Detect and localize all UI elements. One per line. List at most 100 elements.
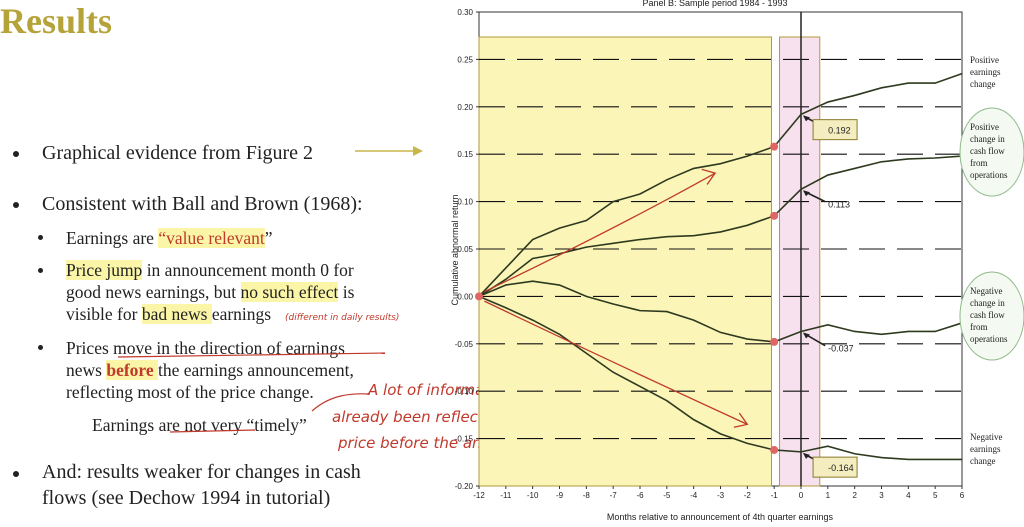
- announcement-window: [779, 36, 821, 487]
- annotation-label: -0.164: [828, 463, 854, 473]
- data-point: [800, 188, 802, 190]
- data-point: [746, 338, 748, 340]
- annotation-arrowhead: [803, 332, 810, 339]
- data-point: [639, 310, 641, 312]
- text-line: Prices move in the direction of earnings: [66, 338, 345, 358]
- x-tick-label: -11: [500, 491, 512, 500]
- ink-arrow-down: [484, 300, 748, 425]
- data-point: [854, 94, 856, 97]
- x-tick-label: -10: [527, 491, 539, 500]
- data-point: [934, 330, 936, 333]
- legend-label-line: cash flow: [970, 310, 1005, 320]
- ink-arrowhead-down: [733, 412, 749, 428]
- text-span: ”: [264, 228, 273, 248]
- x-tick-label: 0: [799, 491, 804, 500]
- highlight-point: [770, 445, 779, 454]
- x-tick-label: -1: [771, 491, 779, 500]
- legend-label-line: change in: [970, 298, 1005, 308]
- bullet-consistent: Consistent with Ball and Brown (1968):: [42, 193, 363, 215]
- data-point: [800, 451, 802, 453]
- x-tick-label: 3: [879, 491, 884, 500]
- annotation-label: 0.113: [828, 200, 850, 210]
- data-point: [800, 330, 802, 333]
- x-tick-label: -6: [636, 491, 644, 500]
- data-point: [558, 253, 561, 255]
- text-line: reflecting most of the price change.: [66, 382, 314, 402]
- data-point: [666, 179, 668, 181]
- data-point: [961, 458, 963, 461]
- annotation-box: [812, 119, 858, 141]
- x-tick-label: -8: [583, 491, 591, 500]
- data-point: [719, 231, 722, 233]
- data-point: [558, 227, 561, 229]
- y-tick-label: -0.05: [455, 340, 474, 349]
- legend-label-line: change in: [970, 134, 1005, 144]
- data-point: [612, 303, 614, 305]
- data-point: [693, 419, 695, 421]
- data-point: [880, 161, 883, 163]
- text-span: good news earnings, but: [66, 282, 241, 302]
- legend-label-line: earnings: [970, 67, 1001, 77]
- x-tick-label: 1: [826, 491, 831, 500]
- data-point: [746, 442, 748, 444]
- data-point: [907, 458, 909, 461]
- legend-label-line: change: [970, 456, 995, 466]
- y-tick-label: 0.25: [457, 55, 473, 64]
- data-point: [532, 319, 534, 321]
- x-tick-label: -3: [717, 491, 725, 500]
- legend-label-line: operations: [970, 170, 1008, 180]
- x-axis-label: Months relative to announcement of 4th q…: [607, 512, 834, 522]
- data-point: [961, 73, 963, 75]
- sub-bullet-dot: [38, 235, 43, 240]
- highlight-no-such-effect: no such effect: [240, 282, 339, 302]
- x-tick-label: -5: [663, 491, 671, 500]
- legend-label-line: cash flow: [970, 146, 1005, 156]
- data-point: [880, 87, 883, 89]
- bullet-dot: [13, 151, 19, 157]
- text-span: is: [338, 282, 355, 302]
- annotation-arrowhead: [803, 190, 810, 197]
- sub-bullet-value-relevant: Earnings are “value relevant”: [66, 227, 273, 249]
- text-line: flows (see Dechow 1994 in tutorial): [42, 487, 331, 509]
- data-point: [719, 331, 722, 334]
- highlight-point: [770, 142, 779, 151]
- x-tick-label: 2: [852, 491, 857, 500]
- legend-label-line: from: [970, 158, 988, 168]
- data-point: [558, 284, 561, 286]
- annotation-label: 0.192: [828, 126, 851, 136]
- data-point: [693, 235, 695, 237]
- x-tick-label: -2: [744, 491, 752, 500]
- annotation-arrowhead: [803, 452, 810, 459]
- text-span: the earnings announcement,: [158, 360, 354, 380]
- y-tick-label: 0.00: [457, 292, 473, 301]
- legend-label-line: Negative: [970, 432, 1002, 442]
- bullet-cash-flows: And: results weaker for changes in cash …: [42, 459, 361, 511]
- data-point: [585, 295, 587, 297]
- legend-label-line: Positive: [970, 55, 999, 65]
- data-point: [719, 433, 722, 435]
- data-point: [693, 167, 695, 170]
- data-point: [907, 82, 909, 84]
- legend-label-line: Positive: [970, 122, 999, 132]
- y-axis-label: Cumulative abnormal return: [450, 194, 460, 305]
- y-tick-label: 0.10: [457, 198, 473, 207]
- data-point: [532, 257, 534, 260]
- text-span: earnings: [211, 304, 272, 324]
- data-point: [746, 155, 748, 157]
- data-point: [612, 242, 614, 244]
- data-point: [558, 333, 561, 335]
- data-point: [505, 284, 507, 286]
- data-point: [505, 267, 507, 269]
- y-tick-label: -0.20: [455, 482, 474, 491]
- text-span: in announcement month 0 for: [142, 260, 354, 280]
- ink-arrowhead-up: [701, 168, 717, 185]
- y-tick-label: 0.05: [457, 245, 473, 254]
- legend-label-line: change: [970, 79, 995, 89]
- data-point: [854, 167, 856, 170]
- data-point: [827, 101, 829, 103]
- data-point: [585, 219, 587, 222]
- data-point: [532, 280, 534, 282]
- data-point: [585, 246, 587, 248]
- highlight-bad-news: bad news: [141, 304, 212, 324]
